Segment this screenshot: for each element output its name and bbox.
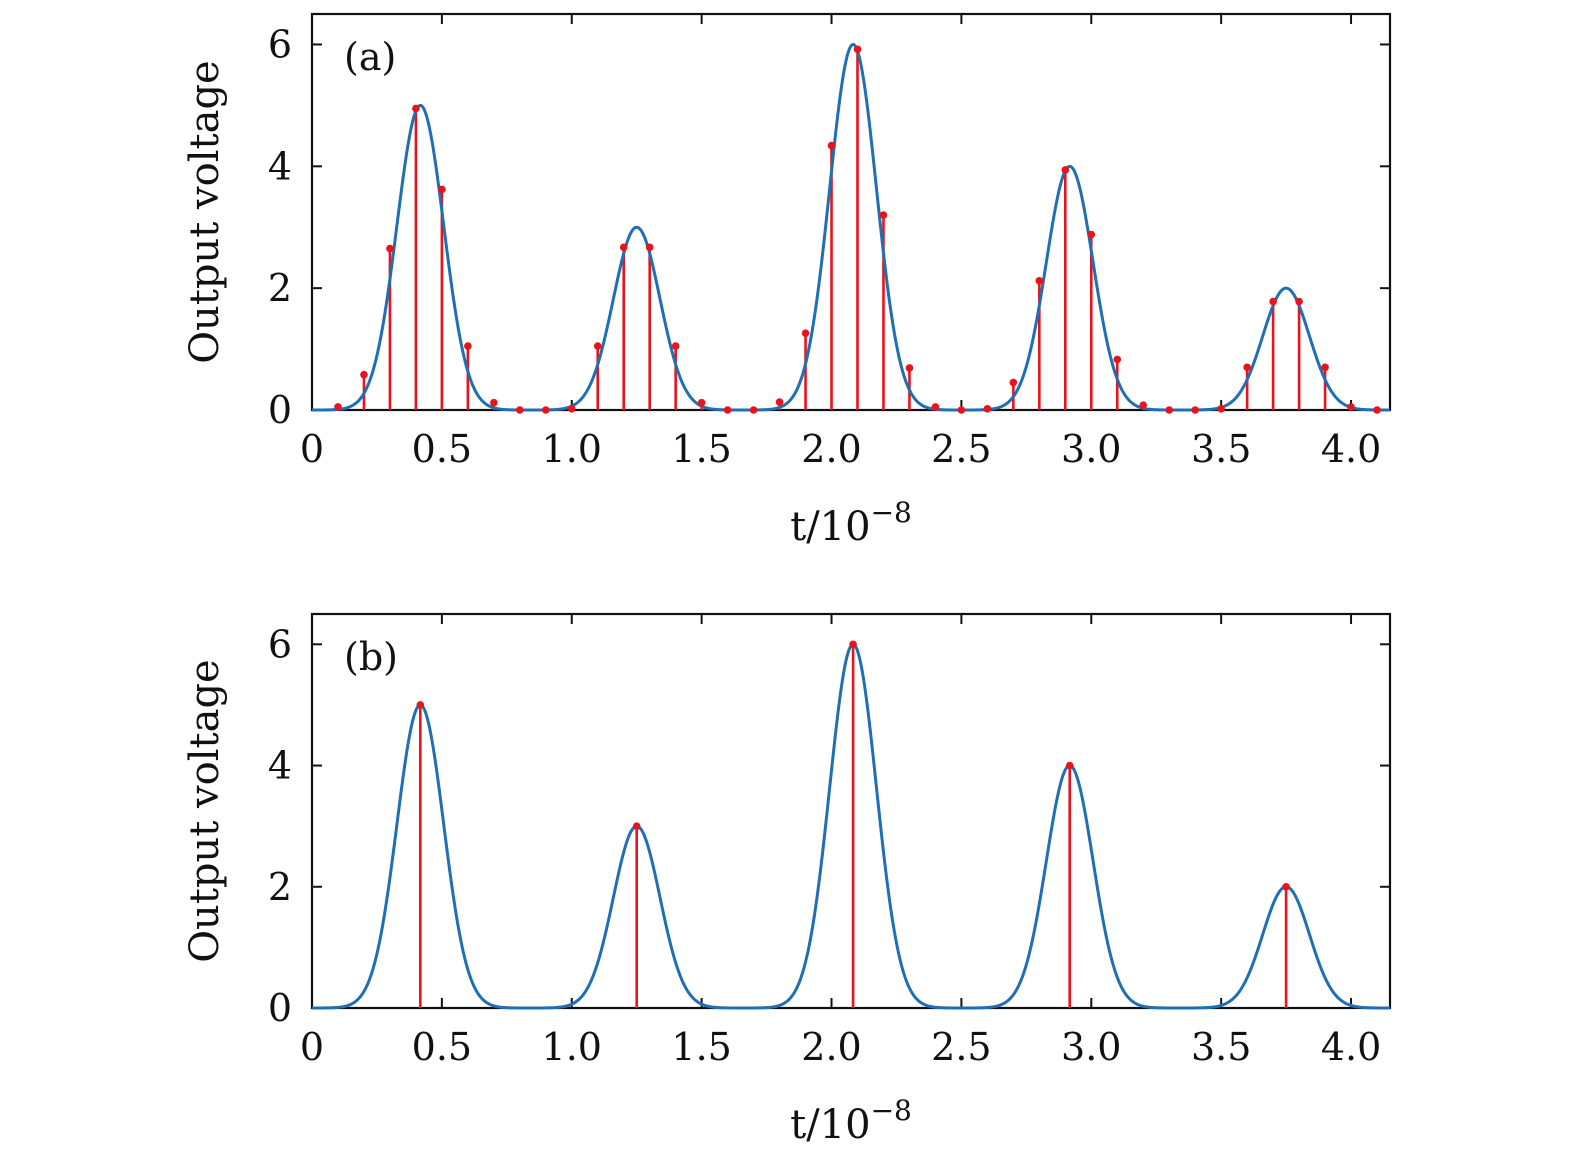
sample-point xyxy=(749,406,758,414)
sample-point xyxy=(1282,882,1290,891)
sample-point xyxy=(671,342,680,350)
sample-point xyxy=(567,404,576,413)
panel-label: (a) xyxy=(344,35,396,79)
sample-point xyxy=(1217,404,1225,413)
sample-point xyxy=(1269,297,1277,306)
sample-point xyxy=(1009,378,1018,387)
sample-point xyxy=(879,211,888,219)
panel-label: (b) xyxy=(344,635,398,679)
sample-point xyxy=(1347,403,1355,411)
sample-point xyxy=(801,329,810,338)
x-tick-label: 2.5 xyxy=(931,427,991,471)
sample-point xyxy=(957,406,966,414)
sample-point xyxy=(775,398,784,406)
x-tick-label: 3.0 xyxy=(1061,1025,1121,1069)
x-axis-label: t/10−8 xyxy=(790,1094,912,1148)
sample-point xyxy=(1295,297,1303,306)
y-tick-label: 4 xyxy=(268,744,292,788)
x-axis-label: t/10−8 xyxy=(790,496,912,550)
x-axis-label-base: t/10 xyxy=(790,504,870,550)
y-tick-label: 0 xyxy=(268,388,292,432)
sample-point xyxy=(490,398,498,407)
sample-point xyxy=(1113,355,1122,364)
sample-point xyxy=(1191,406,1199,414)
sample-point xyxy=(593,342,602,350)
x-tick-label: 0.5 xyxy=(412,1025,472,1069)
sample-point xyxy=(438,185,446,194)
output-voltage-curve xyxy=(312,642,1390,1010)
x-tick-label: 4.0 xyxy=(1321,1025,1381,1069)
sample-point xyxy=(905,364,914,372)
sample-point xyxy=(931,403,940,411)
plot-frame xyxy=(310,612,1392,1010)
y-tick-label: 2 xyxy=(268,865,292,909)
y-tick-label: 6 xyxy=(268,622,292,666)
sample-point xyxy=(1035,277,1044,285)
sample-point xyxy=(412,104,420,113)
plot-frame xyxy=(310,12,1392,412)
sample-point xyxy=(1065,761,1074,770)
sample-point xyxy=(853,45,862,54)
sample-point xyxy=(464,342,472,350)
x-tick-label: 1.5 xyxy=(671,427,731,471)
y-tick-label: 4 xyxy=(268,144,292,188)
sample-point xyxy=(416,701,425,709)
x-tick-label: 1.0 xyxy=(542,1025,602,1069)
x-tick-label: 1.0 xyxy=(542,427,602,471)
sample-point xyxy=(983,404,992,413)
output-voltage-curve xyxy=(312,42,1390,412)
sample-point xyxy=(1087,230,1096,239)
sample-point xyxy=(1139,401,1148,409)
sample-point xyxy=(645,243,654,252)
x-tick-label: 3.5 xyxy=(1191,1025,1251,1069)
sample-point xyxy=(1061,166,1070,174)
sample-point xyxy=(619,243,628,252)
sample-point xyxy=(697,398,706,407)
sample-point xyxy=(632,822,641,830)
sample-point xyxy=(1243,363,1251,372)
y-tick-label: 2 xyxy=(268,266,292,310)
sample-point xyxy=(541,406,550,414)
sample-point xyxy=(1165,406,1174,414)
x-axis-label-exponent: −8 xyxy=(871,496,912,529)
x-tick-label: 3.0 xyxy=(1061,427,1121,471)
x-axis-label-exponent: −8 xyxy=(871,1094,912,1127)
x-tick-label: 2.0 xyxy=(801,1025,861,1069)
x-tick-label: 1.5 xyxy=(671,1025,731,1069)
y-tick-label: 0 xyxy=(268,986,292,1030)
sample-point xyxy=(849,640,857,649)
panel-b: 0 0.5 1.0 1.5 2.0 2.5 3.0 3.5 4.0 0 2 4 6 Output volt… xyxy=(182,612,1392,1148)
x-tick-label: 2.5 xyxy=(931,1025,991,1069)
y-tick-label: 6 xyxy=(268,22,292,66)
sample-point xyxy=(334,403,342,411)
sample-point xyxy=(723,406,732,414)
sample-point xyxy=(360,370,368,379)
x-tick-label: 2.0 xyxy=(801,427,861,471)
y-axis-label: Output voltage xyxy=(182,659,228,962)
x-tick-label: 4.0 xyxy=(1321,427,1381,471)
x-tick-label: 0 xyxy=(300,1025,324,1069)
x-tick-label: 0 xyxy=(300,427,324,471)
sample-point xyxy=(1321,363,1329,372)
sample-point xyxy=(827,141,836,150)
sample-point xyxy=(516,406,524,414)
y-axis-label: Output voltage xyxy=(182,60,228,363)
x-tick-label: 3.5 xyxy=(1191,427,1251,471)
x-tick-label: 0.5 xyxy=(412,427,472,471)
x-axis-label-base: t/10 xyxy=(790,1102,870,1148)
sample-point xyxy=(386,244,394,253)
sample-point xyxy=(1373,406,1381,414)
panel-a: 0 0.5 1.0 1.5 2.0 2.5 3.0 3.5 4.0 0 2 4 6 Output volt… xyxy=(182,12,1392,550)
